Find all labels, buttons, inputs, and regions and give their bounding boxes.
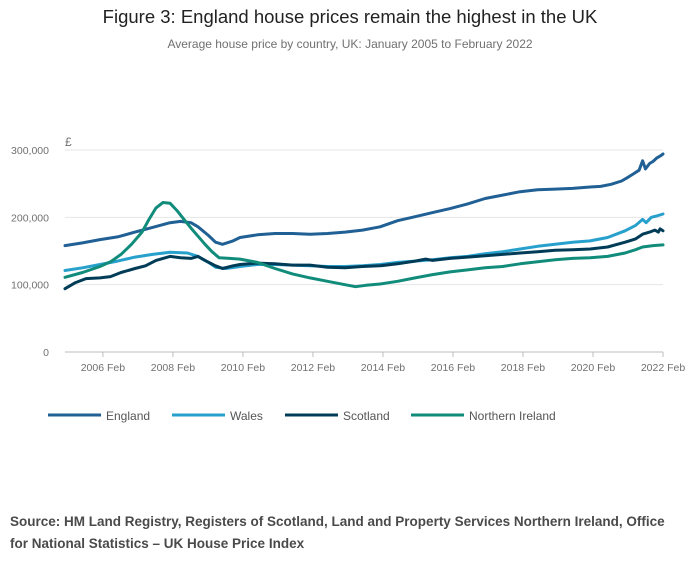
y-tick-label: 300,000 [11, 145, 49, 157]
series-line-scotland [63, 227, 665, 291]
series-line-england [63, 152, 665, 248]
legend-label-england: England [106, 409, 150, 423]
y-axis-unit-label: £ [65, 135, 72, 149]
legend-label-northern-ireland: Northern Ireland [469, 409, 556, 423]
x-tick-label: 2010 Feb [221, 362, 266, 374]
y-tick-label: 0 [43, 347, 49, 359]
x-tick-label: 2006 Feb [81, 362, 126, 374]
legend-label-scotland: Scotland [343, 409, 390, 423]
x-tick-label: 2018 Feb [501, 362, 546, 374]
x-tick-label: 2020 Feb [571, 362, 616, 374]
x-tick-label: 2016 Feb [431, 362, 476, 374]
chart-subtitle: Average house price by country, UK: Janu… [167, 37, 533, 51]
series-line-northern-ireland [63, 201, 665, 289]
x-tick-label: 2022 Feb [641, 362, 686, 374]
chart-title: Figure 3: England house prices remain th… [102, 6, 598, 27]
legend-label-wales: Wales [230, 409, 263, 423]
y-tick-label: 100,000 [11, 280, 49, 292]
x-tick-label: 2012 Feb [291, 362, 336, 374]
x-tick-label: 2008 Feb [151, 362, 196, 374]
source-note: Source: HM Land Registry, Registers of S… [10, 514, 665, 551]
x-tick-label: 2014 Feb [361, 362, 406, 374]
y-tick-label: 200,000 [11, 212, 49, 224]
